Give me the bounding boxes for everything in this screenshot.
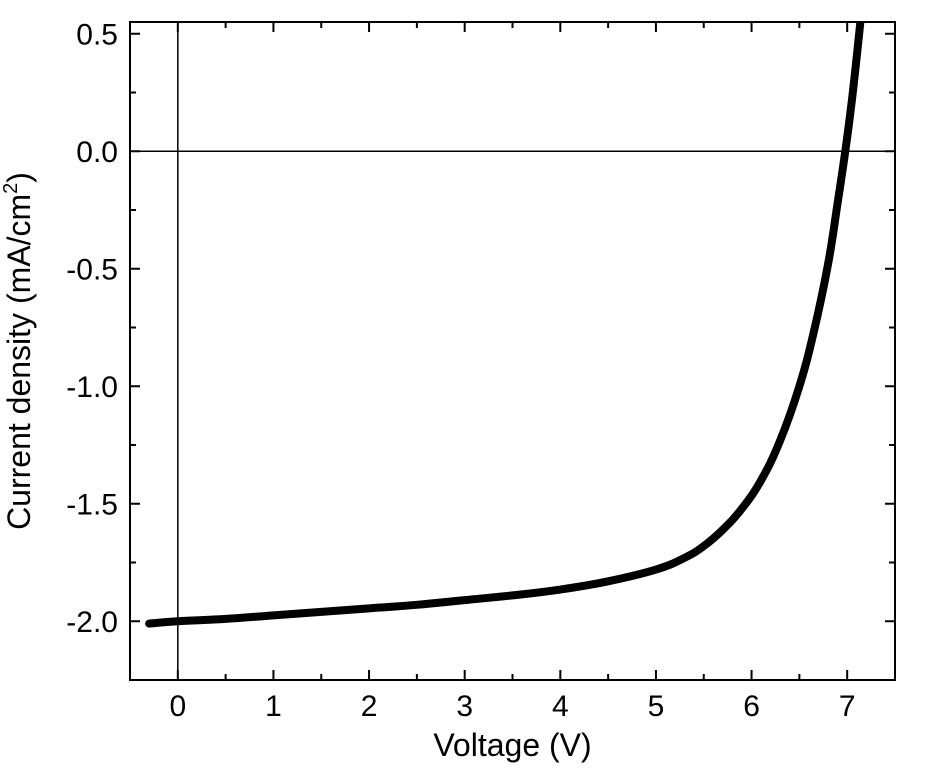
- y-tick-label: -1.0: [66, 371, 118, 404]
- x-tick-label: 3: [456, 690, 473, 723]
- x-tick-label: 0: [169, 690, 186, 723]
- y-tick-label: -1.5: [66, 488, 118, 521]
- x-tick-label: 7: [839, 690, 856, 723]
- x-tick-label: 2: [361, 690, 378, 723]
- x-tick-label: 5: [648, 690, 665, 723]
- y-axis-label: Current density (mA/cm2): [0, 172, 37, 530]
- x-tick-label: 1: [265, 690, 282, 723]
- y-tick-label: -2.0: [66, 606, 118, 639]
- x-axis-label: Voltage (V): [433, 727, 591, 763]
- y-tick-label: -0.5: [66, 253, 118, 286]
- y-tick-label: 0.0: [76, 136, 118, 169]
- x-tick-label: 6: [743, 690, 760, 723]
- jv-curve-chart: 0 1 2 3 4 5 6 7 -2.0 -1.5 -1.0 -0.5 0.0 0.5 Voltage (V…: [0, 0, 926, 774]
- y-tick-label: 0.5: [76, 18, 118, 51]
- x-tick-label: 4: [552, 690, 569, 723]
